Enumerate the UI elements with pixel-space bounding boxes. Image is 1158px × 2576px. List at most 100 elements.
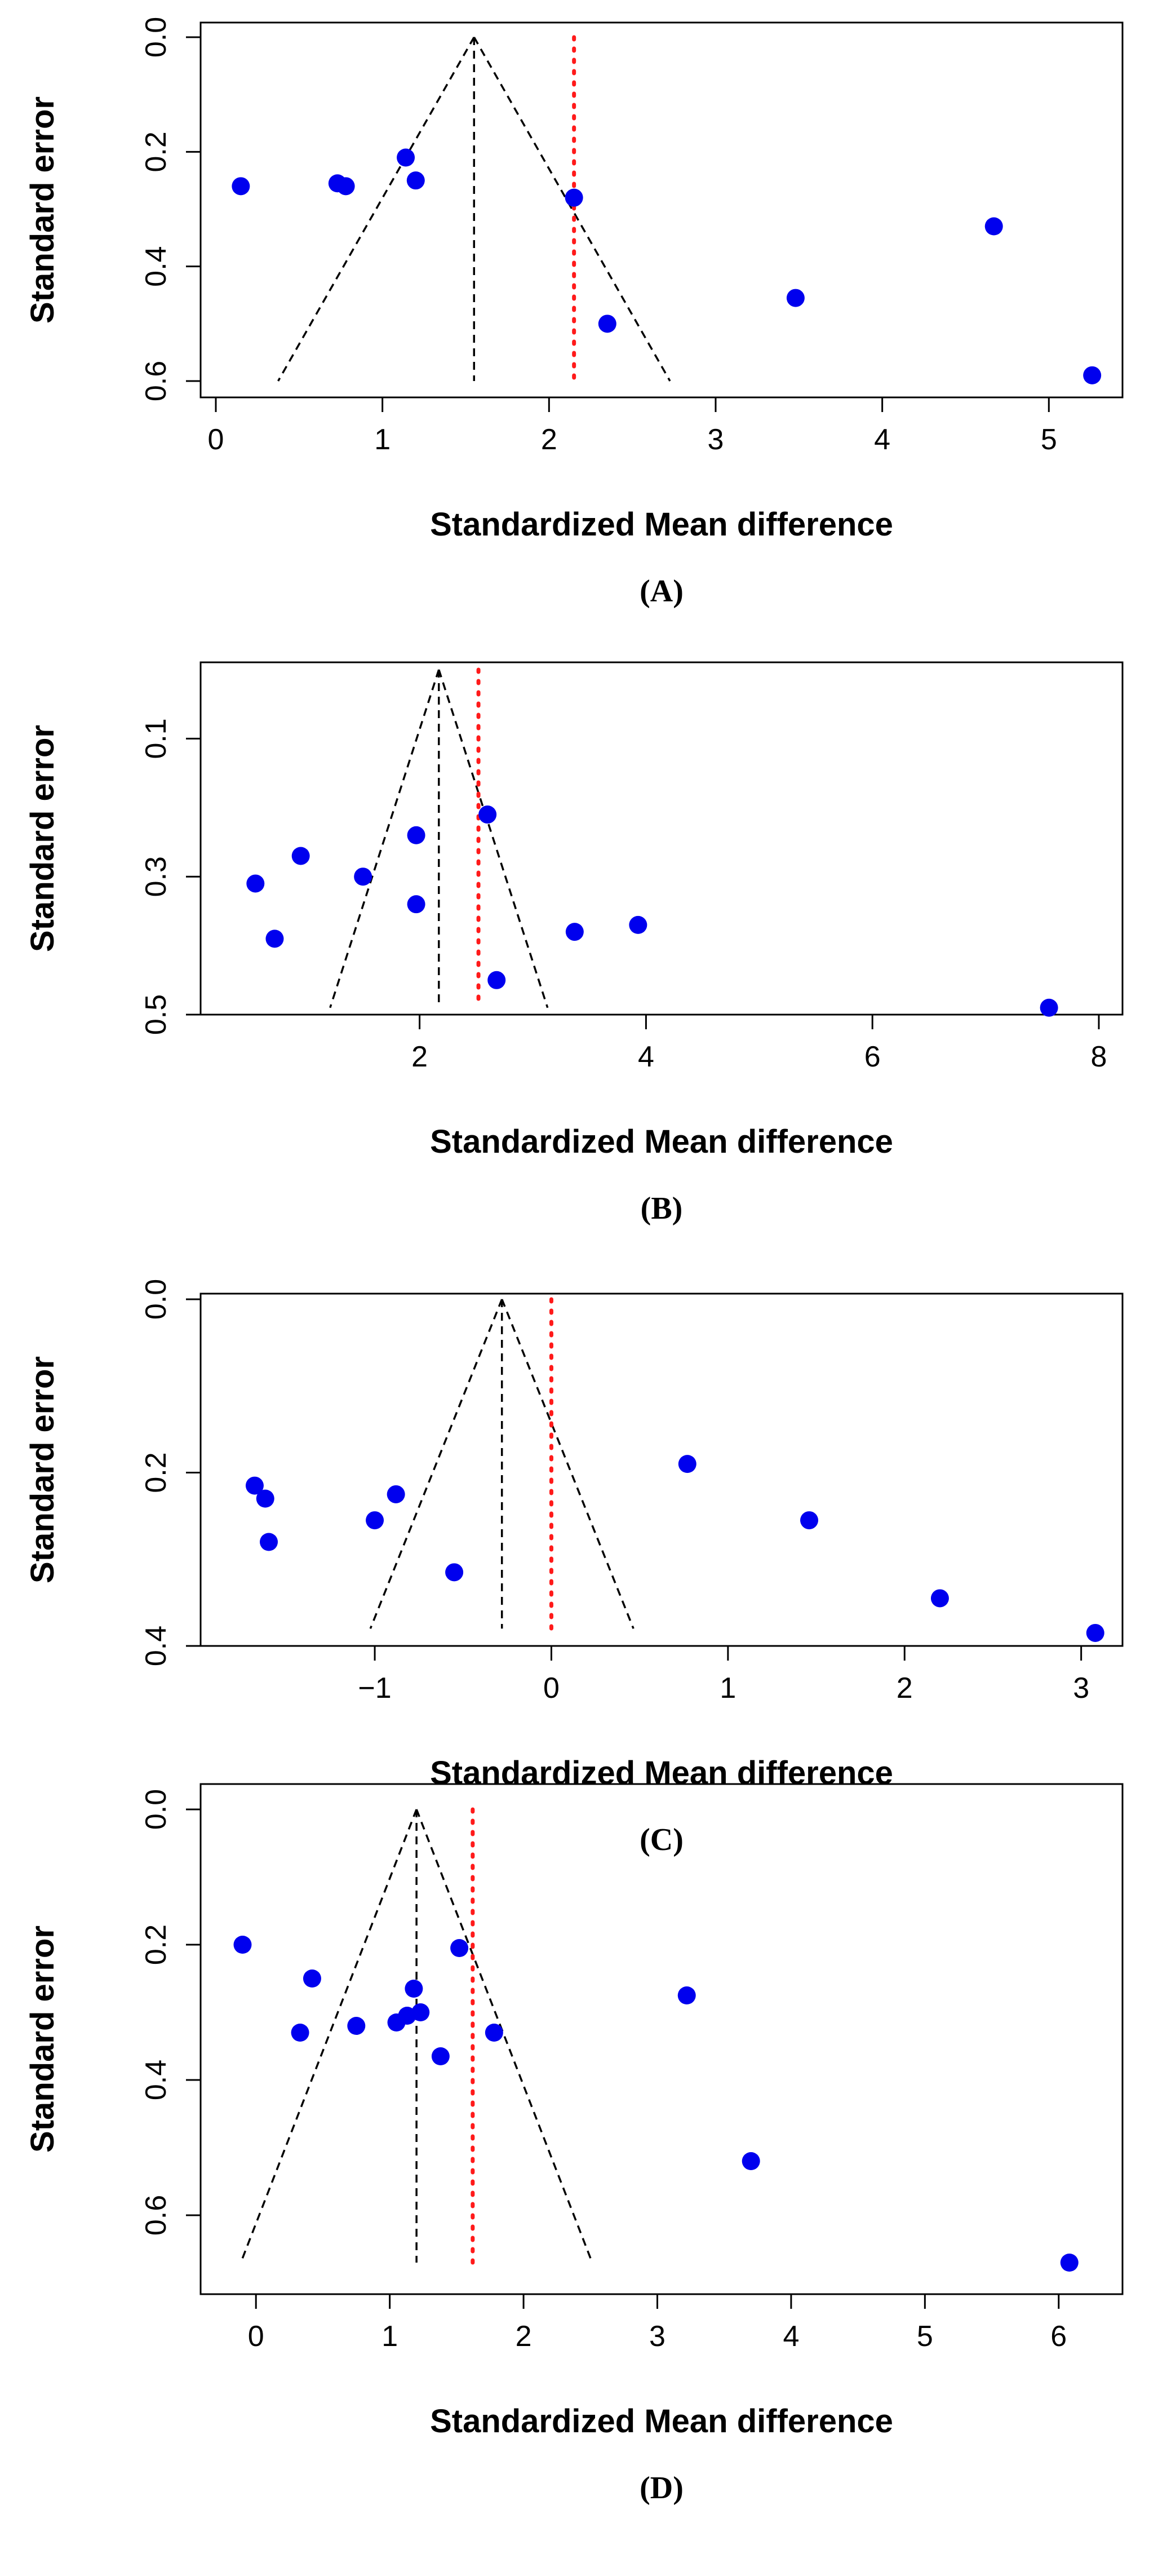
study-point [260, 1533, 278, 1551]
study-point [336, 177, 355, 196]
study-point [366, 1511, 384, 1530]
study-point [678, 1455, 696, 1473]
y-axis-title: Standard error [24, 1356, 61, 1583]
panel-label: (D) [640, 2471, 684, 2506]
study-point [303, 1969, 321, 1988]
funnel-left-bound [239, 1809, 418, 2263]
study-point [347, 2017, 366, 2035]
study-point [984, 217, 1003, 236]
study-point [565, 923, 584, 941]
study-point [291, 847, 310, 865]
study-point [245, 1476, 264, 1495]
x-tick-label: 1 [720, 1672, 736, 1705]
x-tick-label: 5 [1041, 423, 1057, 456]
x-axis-title: Standardized Mean difference [430, 2403, 893, 2440]
study-point [405, 1980, 423, 1998]
study-point [742, 2152, 760, 2170]
funnel-right-bound [438, 669, 549, 1008]
x-tick-label: 4 [874, 423, 890, 456]
study-point [387, 1485, 405, 1503]
funnel-left-bound [277, 37, 475, 382]
study-point [478, 805, 497, 824]
study-point [1083, 366, 1102, 384]
y-tick-label: 0.6 [140, 2195, 172, 2236]
y-axis-title: Standard error [24, 1926, 61, 2153]
study-point [291, 2024, 309, 2042]
x-tick-label: 3 [649, 2320, 665, 2353]
y-tick-label: 0.3 [140, 856, 172, 897]
study-point [565, 188, 583, 207]
study-point [1086, 1623, 1104, 1642]
x-tick-label: 6 [1050, 2320, 1067, 2353]
x-tick-label: −1 [358, 1672, 391, 1705]
y-tick-label: 0.0 [140, 17, 172, 57]
panel-label: (B) [641, 1191, 683, 1226]
y-axis-title: Standard error [24, 725, 61, 952]
study-point [485, 2024, 503, 2042]
y-tick-label: 0.0 [140, 1789, 172, 1830]
study-point [677, 1986, 696, 2004]
plot-frame [199, 21, 1124, 399]
study-point [406, 171, 425, 190]
y-tick-label: 0.1 [140, 718, 172, 759]
y-tick-label: 0.4 [140, 1626, 172, 1666]
x-axis-title: Standardized Mean difference [430, 1123, 893, 1160]
funnel-right-bound [501, 1299, 635, 1629]
study-point [397, 148, 415, 167]
study-point [407, 895, 425, 914]
x-tick-label: 2 [897, 1672, 913, 1705]
x-tick-label: 2 [411, 1041, 428, 1073]
study-point [786, 289, 805, 307]
x-tick-label: 4 [783, 2320, 799, 2353]
study-point [1040, 998, 1058, 1017]
x-axis-title: Standardized Mean difference [430, 1755, 893, 1791]
y-tick-label: 0.5 [140, 994, 172, 1035]
study-point [487, 971, 506, 989]
y-tick-label: 0.0 [140, 1279, 172, 1320]
y-tick-label: 0.4 [140, 2060, 172, 2100]
study-point [411, 2003, 430, 2021]
x-tick-label: 8 [1091, 1041, 1107, 1073]
y-tick-label: 0.2 [140, 1924, 172, 1965]
x-tick-label: 3 [708, 423, 724, 456]
plot-frame [199, 1293, 1124, 1647]
study-point [629, 915, 647, 934]
study-point [354, 867, 372, 886]
x-tick-label: 0 [543, 1672, 560, 1705]
y-tick-label: 0.2 [140, 131, 172, 172]
study-point [431, 2047, 450, 2065]
x-tick-label: 0 [208, 423, 224, 456]
funnel-left-bound [329, 669, 440, 1008]
funnel-right-bound [415, 1809, 593, 2263]
funnel-plot-panel-d: 0 1 2 3 4 5 6 0.0 0.2 0.4 0.6 Standard error Standar… [24, 1783, 1124, 2506]
study-point [1060, 2254, 1079, 2272]
funnel-plot-panel-a: 0 1 2 3 4 5 0.0 0.2 0.4 0.6 Standard error Standard… [24, 17, 1124, 609]
x-tick-label: 3 [1073, 1672, 1089, 1705]
y-tick-label: 0.2 [140, 1452, 172, 1493]
study-point [233, 1936, 252, 1954]
funnel-plot-panel-c: −1 0 1 2 3 0.0 0.2 0.4 Standard error Standardize… [24, 1279, 1124, 1857]
study-point [232, 177, 250, 196]
study-point [800, 1511, 819, 1530]
x-tick-label: 1 [374, 423, 391, 456]
study-point [246, 874, 265, 893]
study-point [930, 1589, 949, 1608]
x-tick-label: 4 [638, 1041, 654, 1073]
study-point [598, 315, 616, 333]
plot-frame [199, 661, 1124, 1016]
y-axis-title: Standard error [24, 96, 61, 324]
study-point [445, 1563, 464, 1582]
panel-label: (C) [640, 1822, 684, 1857]
plot-frame [199, 1783, 1124, 2295]
y-tick-label: 0.4 [140, 246, 172, 287]
x-axis-title: Standardized Mean difference [430, 506, 893, 543]
x-tick-label: 0 [248, 2320, 264, 2353]
study-point [256, 1489, 274, 1508]
x-tick-label: 5 [917, 2320, 933, 2353]
study-point [265, 930, 284, 948]
funnel-plot-panel-b: 2 4 6 8 0.1 0.3 0.5 Standard error Standardized … [24, 661, 1124, 1226]
x-tick-label: 6 [864, 1041, 881, 1073]
funnel-left-bound [369, 1299, 503, 1629]
study-point [407, 826, 425, 844]
